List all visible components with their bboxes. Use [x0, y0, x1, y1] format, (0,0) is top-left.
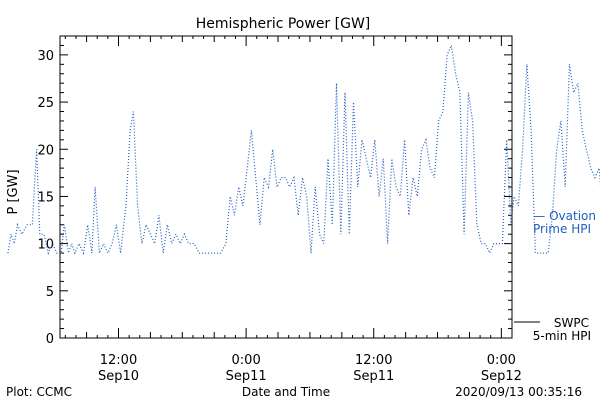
x-tick-time-1: 0:00: [232, 353, 261, 368]
series-layer: [7, 43, 600, 256]
legend-ovation: — Ovation Prime HPI: [533, 209, 596, 236]
y-axis-ticks: 0 5 10 15 20 25 30: [37, 35, 512, 347]
y-tick-label-5: 5: [46, 285, 54, 300]
legend-swpc-line2: 5-min HPI: [533, 329, 591, 343]
x-axis-ticks: 12:00Sep100:00Sep1112:00Sep110:00Sep1212…: [64, 36, 522, 384]
legend-swpc-line1: SWPC: [554, 316, 589, 330]
x-tick-date-1: Sep11: [226, 369, 267, 384]
legend-ovation-line2: Prime HPI: [533, 222, 591, 236]
x-tick-time-0: 12:00: [100, 353, 137, 368]
plot-credit: Plot: CCMC: [6, 385, 72, 399]
plot-timestamp: 2020/09/13 00:35:16: [455, 385, 582, 399]
x-tick-date-2: Sep11: [353, 369, 394, 384]
x-tick-time-3: 0:00: [487, 353, 516, 368]
chart-title: Hemispheric Power [GW]: [196, 16, 371, 32]
x-tick-date-3: Sep12: [481, 369, 522, 384]
x-tick-time-2: 12:00: [355, 353, 392, 368]
legend-swpc: SWPC 5-min HPI: [514, 316, 591, 343]
x-axis-label: Date and Time: [242, 385, 330, 399]
x-tick-date-0: Sep10: [98, 369, 139, 384]
series-line-ovation-prime-hpi: [7, 43, 600, 256]
y-tick-label-20: 20: [37, 143, 54, 158]
legend-ovation-line1: — Ovation: [533, 209, 596, 223]
y-tick-label-0: 0: [46, 332, 54, 347]
y-tick-label-10: 10: [37, 238, 54, 253]
y-tick-label-30: 30: [37, 49, 54, 64]
y-tick-label-15: 15: [37, 190, 54, 205]
y-axis-label: P [GW]: [6, 169, 21, 214]
y-tick-label-25: 25: [37, 96, 54, 111]
